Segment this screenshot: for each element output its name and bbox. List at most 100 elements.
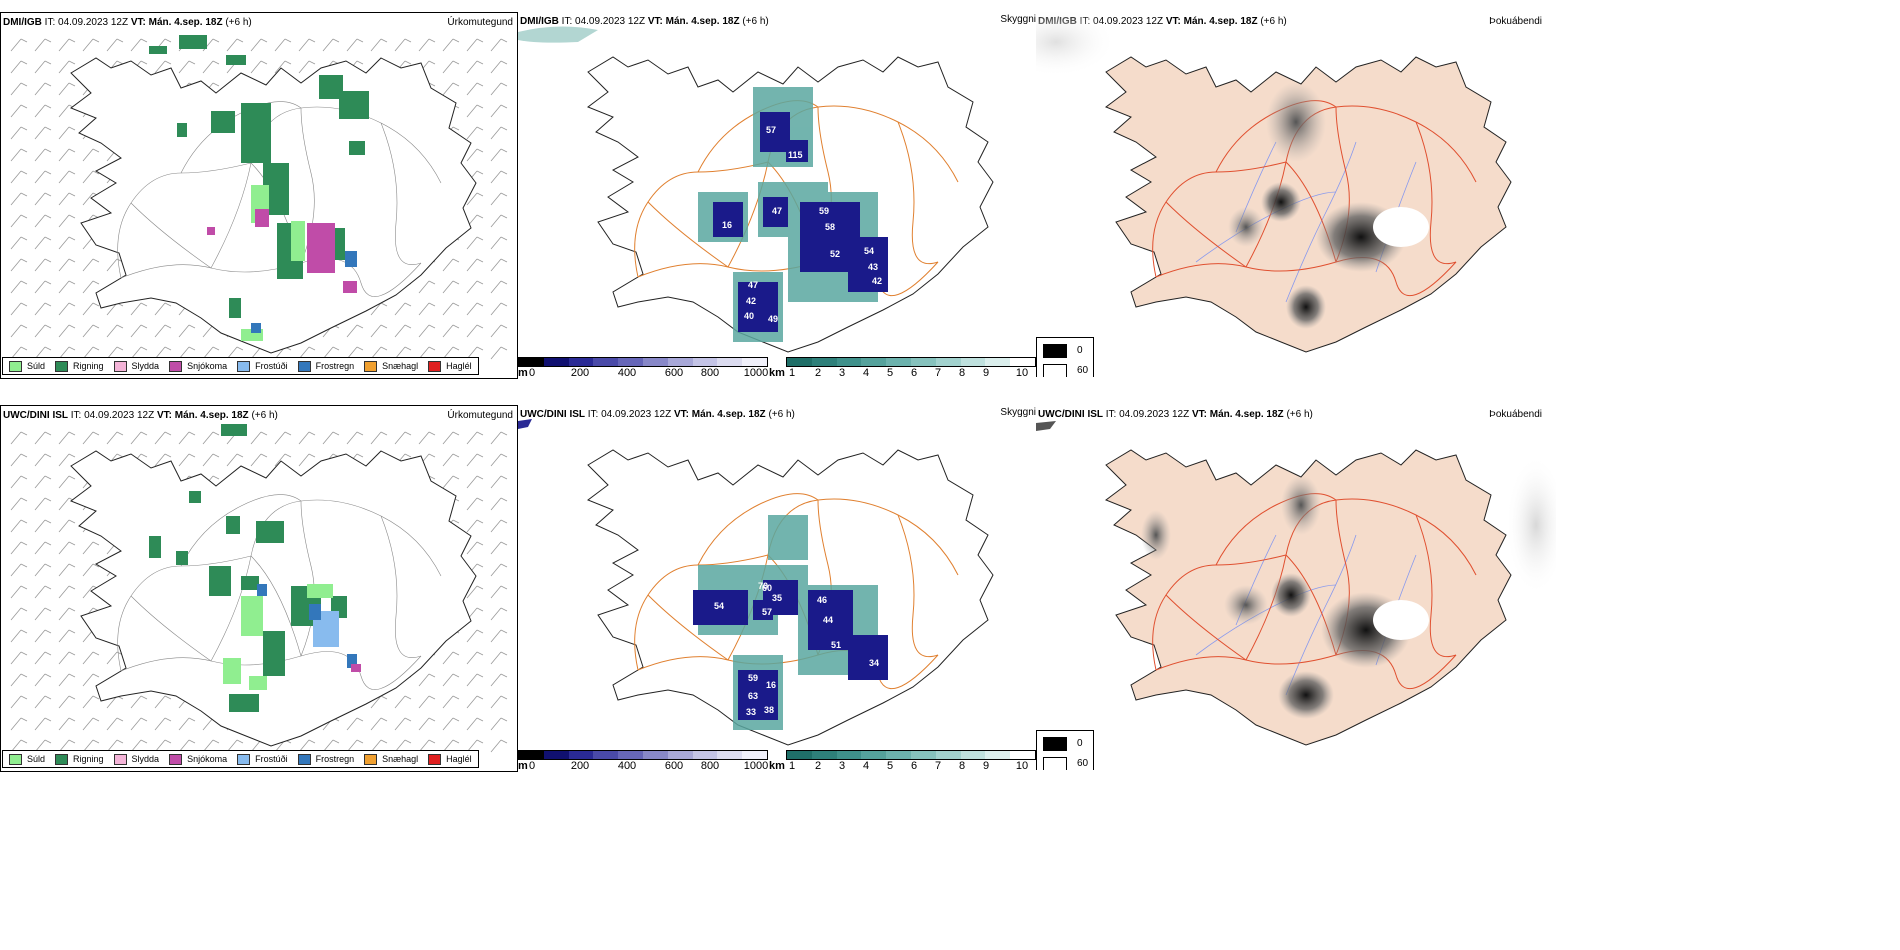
colorbar-step [787, 751, 812, 759]
legend-swatch [1043, 344, 1067, 358]
legend-label: 60 [1077, 758, 1089, 769]
legend-item: Haglél [428, 753, 472, 765]
colorbar-step [886, 751, 911, 759]
cloud-base-label: 16 [722, 220, 732, 230]
precip-drizzle-areas [223, 584, 333, 690]
legend-item: Frostregn [297, 360, 354, 372]
colorbar-step [985, 751, 1011, 759]
colorbar-step [543, 751, 569, 759]
panel-label: Þokuábendi [1489, 409, 1542, 420]
cloud-base-label: 16 [766, 680, 776, 690]
fog-edge [1036, 421, 1056, 431]
panel-label: Skyggni [1000, 14, 1036, 25]
legend-item: Súld [9, 360, 45, 372]
visibility-tick: 7 [934, 760, 942, 772]
legend-item: Haglél [428, 360, 472, 372]
visibility-unit: km [769, 367, 785, 379]
colorbar-step [593, 751, 619, 759]
panel-label: Úrkomutegund [447, 17, 513, 28]
fog-areas [1228, 82, 1429, 329]
legend-item: Rigning [55, 360, 104, 372]
colorbar-step [811, 751, 837, 759]
legend-swatch [1043, 364, 1067, 377]
ceiling-tick: 200 [570, 367, 590, 379]
colorbar-step [593, 358, 619, 366]
visibility-tick: 9 [982, 760, 990, 772]
visibility-tick: 10 [1015, 367, 1029, 379]
colorbar-step [717, 358, 743, 366]
legend-swatch [297, 360, 311, 372]
legend-swatch [364, 360, 378, 372]
fog-legend-row2: 0 60 [1036, 730, 1094, 770]
cloud-base-label: 35 [772, 593, 782, 603]
visibility-tick: 5 [886, 760, 894, 772]
ceiling-colorbar-row2 [518, 750, 768, 760]
legend-swatch [428, 360, 442, 372]
colorbar-step [519, 751, 544, 759]
legend-swatch [9, 360, 22, 372]
cloud-base-label: 57 [766, 125, 776, 135]
legend-item: Snjókoma [169, 753, 227, 765]
colorbar-step [519, 358, 544, 366]
low-ceiling-areas [713, 112, 888, 332]
colorbar-step [1010, 751, 1035, 759]
cloud-base-label: 42 [746, 296, 756, 306]
visibility-tick: 6 [910, 760, 918, 772]
cloud-base-label: 51 [831, 640, 841, 650]
precip-panel-row2: UWC/DINI ISL IT: 04.09.2023 12Z VT: Mán.… [0, 405, 518, 772]
colorbar-step [935, 358, 961, 366]
visibility-unit: km [769, 760, 785, 772]
legend-swatch [428, 753, 442, 765]
ceiling-tick: 0 [528, 760, 536, 772]
cloud-panel-row1: DMI/IGB IT: 04.09.2023 12Z VT: Mán. 4.se… [518, 12, 1036, 357]
visibility-tick: 4 [862, 367, 870, 379]
colorbar-step [568, 751, 594, 759]
fog-legend-row1: 0 60 [1036, 337, 1094, 377]
ceiling-colorbar-row1 [518, 357, 768, 367]
fog-areas [1141, 475, 1429, 719]
legend-item: Frostúði [237, 753, 288, 765]
visibility-tick: 7 [934, 367, 942, 379]
colorbar-step [886, 358, 911, 366]
cloud-base-numbers: 57 115 47 16 59 58 52 54 43 42 47 42 49 40 [722, 125, 882, 324]
colorbar-step [642, 751, 668, 759]
colorbar-step [787, 358, 812, 366]
visibility-colorbar-row1 [786, 357, 1036, 367]
legend-swatch [169, 753, 183, 765]
cloud-base-label: 115 [788, 150, 803, 160]
cloud-base-label: 44 [823, 615, 833, 625]
legend-swatch [297, 753, 311, 765]
cloud-base-label: 40 [744, 311, 754, 321]
cloud-base-label: 59 [748, 673, 758, 683]
cloud-edge [518, 419, 532, 429]
colorbar-step [910, 358, 936, 366]
cloud-panel-row2: UWC/DINI ISL IT: 04.09.2023 12Z VT: Mán.… [518, 405, 1036, 750]
iceland-outline [69, 450, 477, 747]
legend-swatch [55, 360, 69, 372]
cloud-base-label: 58 [825, 222, 835, 232]
low-ceiling-areas [693, 580, 888, 720]
cloud-base-label: 60 [762, 583, 772, 593]
ceiling-tick: 400 [617, 367, 637, 379]
colorbar-step [692, 358, 718, 366]
colorbar-step [836, 751, 862, 759]
colorbar-step [836, 358, 862, 366]
colorbar-step [811, 358, 837, 366]
ceiling-tick: 800 [700, 367, 720, 379]
colorbar-step [618, 358, 643, 366]
ceiling-tick: 800 [700, 760, 720, 772]
legend-swatch [55, 753, 69, 765]
ceiling-tick: 400 [617, 760, 637, 772]
fog-edge [1506, 455, 1556, 595]
cloud-base-label: 70 [758, 581, 768, 591]
visibility-tick: 3 [838, 367, 846, 379]
cloud-base-label: 33 [746, 707, 756, 717]
panel-title: UWC/DINI ISL IT: 04.09.2023 12Z VT: Mán.… [3, 410, 278, 421]
visibility-tick: 3 [838, 760, 846, 772]
precip-legend-row1: Súld Rigning Slydda Snjókoma Frostúði Fr… [2, 357, 479, 375]
legend-swatch [237, 360, 251, 372]
cloud-edge [518, 26, 598, 43]
cloud-base-label: 46 [817, 595, 827, 605]
ceiling-tick: 600 [664, 760, 684, 772]
colorbar-step [985, 358, 1011, 366]
